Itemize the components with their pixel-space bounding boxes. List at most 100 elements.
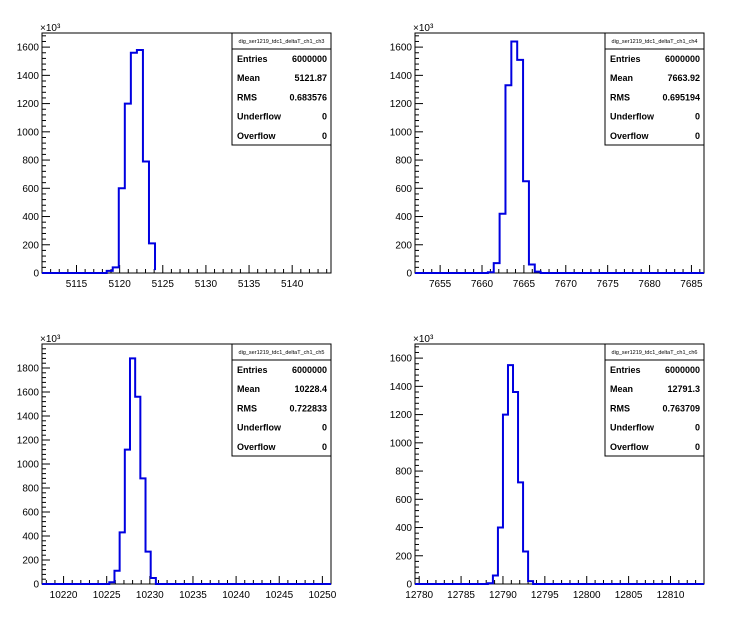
histogram-title: dig_ser1219_tdc1_deltaT_ch1_ch3 <box>239 39 325 45</box>
y-tick-label: 200 <box>22 556 39 567</box>
histogram-outline <box>415 40 704 274</box>
x-tick-label: 12790 <box>489 590 517 601</box>
stats-label: RMS <box>610 403 630 413</box>
stats-value: 0 <box>695 423 700 433</box>
histogram-bin <box>494 263 500 273</box>
y-tick-label: 400 <box>395 523 412 534</box>
histogram-bin <box>505 85 511 273</box>
histogram-bin <box>529 265 535 273</box>
stats-label: Mean <box>237 384 260 394</box>
y-tick-label: 400 <box>22 212 39 223</box>
stats-label: Underflow <box>237 112 282 122</box>
histogram-bin <box>120 532 125 584</box>
y-tick-label: 1200 <box>17 99 40 110</box>
stats-label: Mean <box>237 73 260 83</box>
stats-value: 0 <box>695 112 700 122</box>
stats-box-frame <box>604 343 705 457</box>
stats-value: 0 <box>322 112 327 122</box>
y-tick-label: 400 <box>22 532 39 543</box>
x-tick-label: 5135 <box>238 279 261 290</box>
y-tick-label: 0 <box>406 269 412 280</box>
stats-label: Underflow <box>610 112 655 122</box>
histogram-bin <box>528 581 533 584</box>
stats-value: 0 <box>322 131 327 141</box>
histogram-panel-2: 7655 7660 7665 7670 7675 7680 7685 0 200 400 600 80… <box>390 23 705 290</box>
x-tick-label: 5120 <box>109 279 132 290</box>
histogram-bin <box>140 478 145 584</box>
histogram-bin <box>125 450 130 584</box>
stats-value: 0.763709 <box>662 403 700 413</box>
y-tick-label: 200 <box>395 551 412 562</box>
stats-box-frame <box>231 32 332 146</box>
histogram-bin <box>498 528 503 584</box>
stats-label: RMS <box>237 92 257 102</box>
histogram-bin <box>135 397 140 584</box>
stats-label: Entries <box>237 365 268 375</box>
plot-frame <box>41 32 332 274</box>
stats-label: RMS <box>237 403 257 413</box>
x-tick-label: 12780 <box>405 590 433 601</box>
stats-label: Overflow <box>237 442 277 452</box>
histogram-bin <box>149 243 155 273</box>
histogram-bin <box>131 53 137 273</box>
histogram-bin <box>523 552 528 584</box>
stats-label: RMS <box>610 92 630 102</box>
x-tick-label: 5125 <box>152 279 175 290</box>
x-tick-label: 10225 <box>93 590 121 601</box>
y-multiplier-label: ×10³ <box>40 23 61 34</box>
histogram-bin <box>119 188 125 273</box>
y-multiplier-label: ×10³ <box>413 23 434 34</box>
x-tick-label: 7655 <box>429 279 452 290</box>
y-tick-label: 1600 <box>17 388 40 399</box>
histogram-outline <box>415 364 704 585</box>
stats-value: 0 <box>695 442 700 452</box>
y-tick-label: 1400 <box>390 71 413 82</box>
stats-label: Underflow <box>237 423 282 433</box>
stats-label: Overflow <box>610 131 650 141</box>
histogram-bin <box>503 415 508 584</box>
x-tick-label: 10235 <box>179 590 207 601</box>
y-multiplier-label: ×10³ <box>40 334 61 345</box>
histogram-bin <box>114 571 119 584</box>
x-tick-label: 12805 <box>615 590 643 601</box>
x-tick-label: 5130 <box>195 279 218 290</box>
stats-value: 10228.4 <box>294 384 327 394</box>
histogram-outline <box>42 357 331 585</box>
y-tick-label: 1400 <box>17 412 40 423</box>
stats-label: Overflow <box>610 442 650 452</box>
stats-value: 0 <box>322 423 327 433</box>
x-tick-label: 7665 <box>513 279 536 290</box>
y-tick-label: 800 <box>22 484 39 495</box>
y-tick-label: 600 <box>395 184 412 195</box>
histogram-panel-3: 10220 10225 10230 10235 10240 10245 10250 0 200 4… <box>17 334 337 601</box>
x-tick-label: 5140 <box>281 279 304 290</box>
x-tick-label: 7660 <box>471 279 494 290</box>
stats-box: dig_ser1219_tdc1_deltaT_ch1_ch3 Entries 60… <box>231 32 332 146</box>
y-tick-label: 400 <box>395 212 412 223</box>
histogram-panel-4: 12780 12785 12790 12795 12800 12805 12810 0 200 4… <box>390 334 705 601</box>
histogram-bin <box>511 41 517 273</box>
stats-box-frame <box>604 32 705 146</box>
x-tick-label: 12785 <box>447 590 475 601</box>
y-tick-label: 1200 <box>390 99 413 110</box>
histogram-title: dig_ser1219_tdc1_deltaT_ch1_ch5 <box>239 350 325 356</box>
stats-label: Entries <box>610 365 641 375</box>
y-tick-label: 1600 <box>17 43 40 54</box>
stats-value: 6000000 <box>665 365 700 375</box>
x-tick-label: 10220 <box>50 590 78 601</box>
y-tick-label: 600 <box>22 508 39 519</box>
histogram-bin <box>125 104 131 273</box>
y-tick-label: 800 <box>395 467 412 478</box>
y-tick-label: 0 <box>406 580 412 591</box>
x-tick-label: 12810 <box>657 590 685 601</box>
y-tick-label: 1400 <box>17 71 40 82</box>
stats-label: Mean <box>610 384 633 394</box>
histogram-title: dig_ser1219_tdc1_deltaT_ch1_ch6 <box>612 350 698 356</box>
stats-value: 0.695194 <box>662 92 700 102</box>
stats-value: 7663.92 <box>667 73 700 83</box>
stats-value: 6000000 <box>292 54 327 64</box>
y-tick-label: 1600 <box>390 354 413 365</box>
y-tick-label: 800 <box>22 156 39 167</box>
stats-box: dig_ser1219_tdc1_deltaT_ch1_ch5 Entries 60… <box>231 343 332 457</box>
x-tick-label: 10230 <box>136 590 164 601</box>
